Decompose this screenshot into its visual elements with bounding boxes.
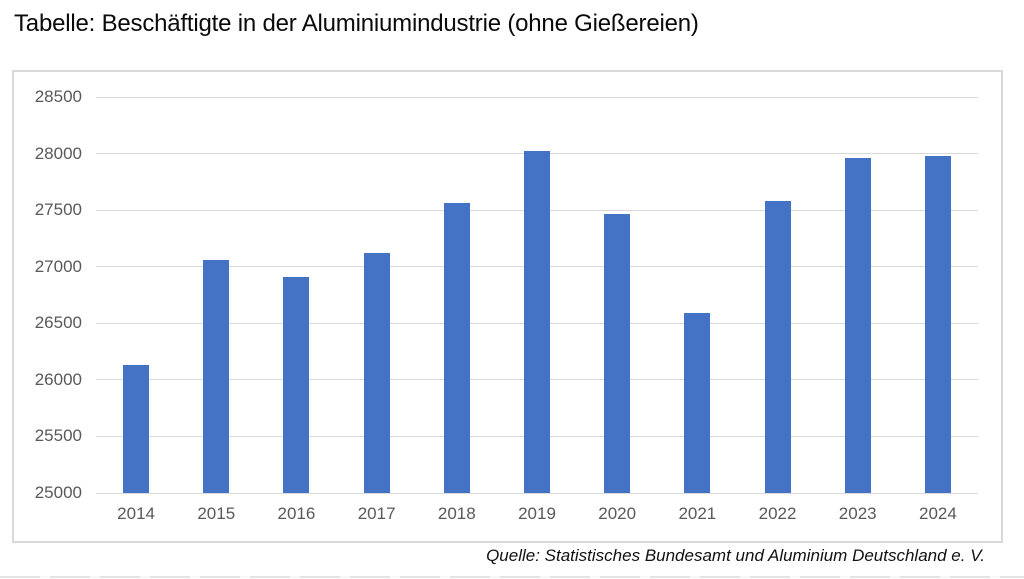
x-axis-tick-label-2023: 2023	[838, 504, 877, 523]
bar-2020	[604, 213, 631, 493]
bar-2023	[844, 158, 871, 493]
x-axis-tick-label-2022: 2022	[758, 504, 797, 523]
y-axis-tick-label: 27000	[34, 256, 82, 276]
y-axis-tick-label: 28500	[34, 87, 82, 106]
x-axis-tick-label-2017: 2017	[357, 504, 396, 523]
y-axis-tick-label: 26500	[34, 313, 82, 333]
bar-2014	[123, 365, 150, 493]
x-axis-tick-label-2015: 2015	[197, 504, 236, 523]
x-axis-tick-label-2024: 2024	[918, 504, 957, 523]
gridline-25000	[96, 492, 978, 494]
x-axis-tick-label-2021: 2021	[678, 504, 717, 523]
bar-2022	[764, 201, 791, 493]
x-axis-tick-label-2016: 2016	[277, 504, 316, 523]
plot-area: 2014 2015 2016 2017 2018 2019 2020 2021 2022 2023…	[96, 96, 978, 523]
bar-2015	[203, 259, 230, 493]
bar-2016	[283, 276, 310, 493]
y-axis-tick-label: 25500	[34, 426, 82, 446]
gridline-28500	[96, 96, 978, 98]
bar-2021	[684, 313, 711, 493]
y-axis-tick-label: 27500	[34, 200, 82, 220]
y-axis-tick-label: 28000	[34, 143, 82, 163]
bar-2018	[443, 203, 470, 493]
x-axis-tick-label-2018: 2018	[437, 504, 476, 523]
source-caption: Quelle: Statistisches Bundesamt und Alum…	[486, 546, 985, 565]
x-axis-tick-label-2020: 2020	[598, 504, 637, 523]
x-axis-tick-label-2019: 2019	[518, 504, 556, 523]
y-axis-tick-label: 26000	[34, 369, 82, 389]
y-axis-tick-label: 25000	[34, 483, 82, 502]
bar-2019	[524, 151, 550, 493]
bar-2024	[924, 155, 951, 493]
page-title: Tabelle: Beschäftigte in der Aluminiumin…	[14, 10, 699, 37]
bar-2017	[363, 253, 390, 493]
bottom-edge-line	[0, 576, 1024, 578]
chart-area: 2014 2015 2016 2017 2018 2019 2020 2021 2022 2023…	[12, 70, 1003, 543]
x-axis-tick-label-2014: 2014	[117, 504, 155, 523]
